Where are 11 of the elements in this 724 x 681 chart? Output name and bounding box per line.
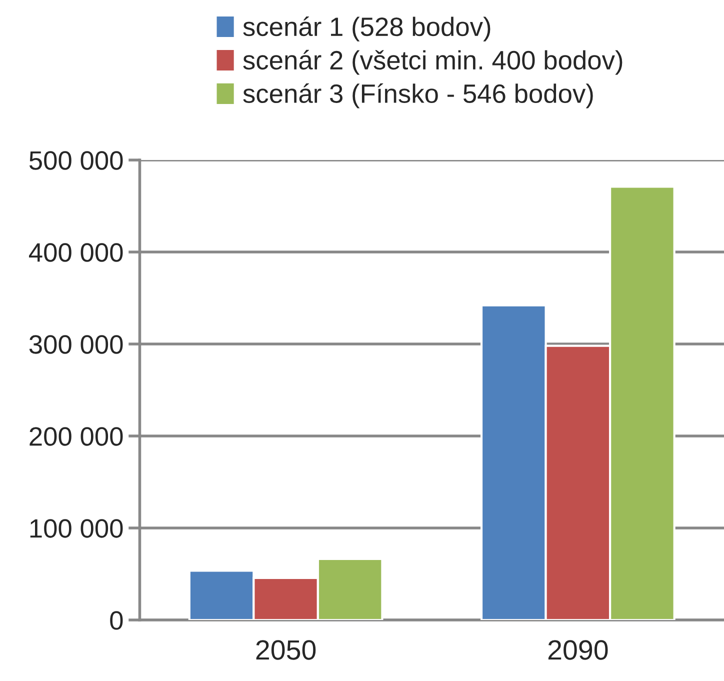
- y-tick-label: 0: [110, 611, 123, 630]
- legend-label: scenár 1 (528 bodov): [243, 16, 490, 42]
- y-tick-label: 100 000: [30, 519, 123, 538]
- y-tick-label: 500 000: [29, 151, 123, 170]
- legend-label: scenár 3 (Fínsko - 546 bodov): [243, 83, 593, 108]
- y-tick-label: 300 000: [29, 335, 123, 354]
- legend-label: scenár 2 (všetci min. 400 bodov): [243, 50, 622, 75]
- x-tick-label: 2050: [256, 640, 316, 660]
- y-tick-label: 400 000: [28, 243, 123, 262]
- y-tick-label: 200 000: [30, 427, 123, 446]
- x-tick-label: 2090: [548, 640, 608, 660]
